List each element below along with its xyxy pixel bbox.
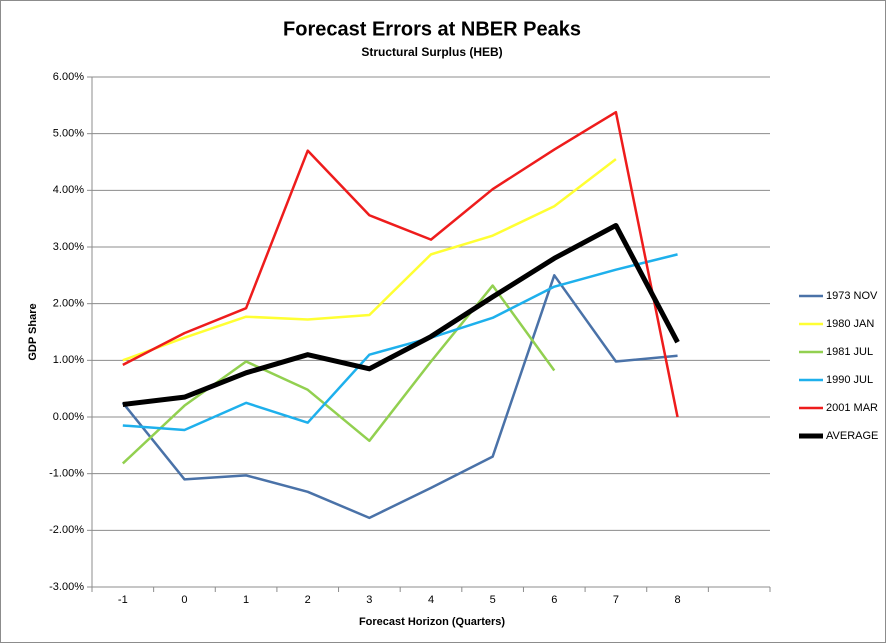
- legend-label: 1990 JUL: [826, 374, 873, 386]
- y-tick-label: -1.00%: [49, 468, 84, 480]
- y-tick-label: 3.00%: [53, 241, 84, 253]
- chart-title: Forecast Errors at NBER Peaks: [283, 18, 581, 40]
- x-tick-label: 1: [243, 594, 249, 606]
- y-axis-label: GDP Share: [27, 303, 39, 360]
- series-line: [121, 284, 556, 465]
- y-tick-label: -3.00%: [49, 581, 84, 593]
- y-tick-label: 2.00%: [53, 298, 84, 310]
- x-tick-label: 8: [674, 594, 680, 606]
- x-axis-label: Forecast Horizon (Quarters): [359, 616, 505, 628]
- series-line: [122, 110, 679, 418]
- series-line: [122, 158, 617, 362]
- y-tick-label: 4.00%: [53, 184, 84, 196]
- legend-label: AVERAGE: [826, 430, 878, 442]
- chart-subtitle: Structural Surplus (HEB): [361, 45, 502, 59]
- y-tick-label: 1.00%: [53, 354, 84, 366]
- series-line: [121, 274, 678, 520]
- series-line: [122, 253, 678, 432]
- x-tick-label: -1: [118, 594, 128, 606]
- legend-label: 1981 JUL: [826, 346, 873, 358]
- y-tick-label: 5.00%: [53, 128, 84, 140]
- x-tick-label: 2: [305, 594, 311, 606]
- legend-label: 1973 NOV: [826, 290, 878, 302]
- x-tick-label: 4: [428, 594, 434, 606]
- x-tick-label: 0: [181, 594, 187, 606]
- legend-label: 2001 MAR: [826, 402, 878, 414]
- x-tick-label: 3: [366, 594, 372, 606]
- legend-label: 1980 JAN: [826, 318, 874, 330]
- y-tick-label: 0.00%: [53, 411, 84, 423]
- y-tick-label: -2.00%: [49, 524, 84, 536]
- x-tick-label: 7: [613, 594, 619, 606]
- y-tick-label: 6.00%: [53, 71, 84, 83]
- x-tick-label: 6: [551, 594, 557, 606]
- series-line: [122, 222, 680, 408]
- x-tick-label: 5: [490, 594, 496, 606]
